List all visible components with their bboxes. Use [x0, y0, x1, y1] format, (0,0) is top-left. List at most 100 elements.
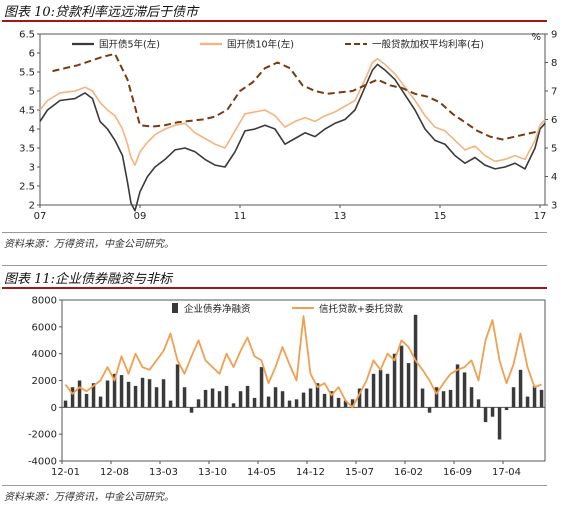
y-left-tick-label: 2.5	[19, 182, 35, 193]
chart11-bar	[336, 397, 341, 408]
chart11-bar	[315, 383, 320, 408]
chart11-bar	[126, 381, 131, 408]
chart11-bar	[63, 400, 68, 408]
x-tick-label: 12-08	[100, 467, 129, 478]
chart11-bar	[364, 388, 369, 408]
y-tick-label: -4000	[28, 457, 57, 468]
y-left-tick-label: 4.5	[19, 106, 35, 117]
x-tick-label: 17-04	[492, 467, 521, 478]
chart11-bar	[357, 388, 362, 408]
chart11-bar	[434, 387, 439, 408]
chart11-bar	[84, 393, 89, 408]
chart10-series-line-1	[39, 63, 546, 212]
chart11-legend-line-label: 信托贷款+委托贷款	[319, 303, 403, 315]
chart11-source-rule	[2, 485, 547, 486]
chart11-bar	[427, 407, 432, 413]
chart10-legend-label-2: 国开债10年(左)	[227, 39, 294, 51]
chart11-bar	[196, 399, 201, 408]
x-tick-label: 07	[34, 211, 47, 222]
y-right-tick-label: 4	[551, 172, 557, 183]
x-tick-label: 16-09	[443, 467, 472, 478]
y-left-tick-label: 6.5	[19, 30, 35, 41]
chart11-bar	[539, 389, 544, 408]
chart11-bar	[511, 387, 516, 408]
chart11-bar	[112, 373, 117, 408]
y-tick-label: -2000	[28, 430, 57, 441]
chart11-bar	[273, 387, 278, 408]
chart11-bar	[119, 375, 124, 408]
chart11-bar	[217, 391, 222, 408]
chart11-bar	[504, 407, 509, 410]
chart11-bar	[105, 380, 110, 408]
x-tick-label: 14-12	[296, 467, 325, 478]
chart11-legend-bar-label: 企业债券净融资	[184, 303, 251, 315]
chart11-bar	[420, 388, 425, 408]
chart11-bar	[301, 392, 306, 408]
chart11-bar	[210, 388, 215, 408]
chart11-bar	[329, 391, 334, 408]
x-tick-label: 15-07	[345, 467, 374, 478]
x-tick-label: 17	[534, 211, 547, 222]
x-tick-label: 16-02	[394, 467, 423, 478]
chart11-title-rule	[2, 287, 547, 289]
chart11-bar	[238, 391, 243, 408]
y-left-tick-label: 6	[29, 49, 35, 60]
y-right-tick-label: 3	[551, 201, 557, 212]
y-tick-label: 6000	[32, 322, 57, 333]
chart11-bar	[455, 364, 460, 408]
chart11-bar	[259, 367, 264, 408]
chart11-bar	[399, 345, 404, 408]
chart11-bar	[98, 396, 103, 408]
chart10-title: 图表 10:贷款利率远远滞后于债市	[4, 5, 199, 20]
x-tick-label: 15	[434, 211, 447, 222]
chart11-line-series	[64, 315, 542, 409]
x-tick-label: 09	[134, 211, 147, 222]
chart11-bar	[266, 396, 271, 408]
chart11-bar	[203, 389, 208, 408]
chart11-bar	[161, 379, 166, 408]
y-left-tick-label: 4	[29, 125, 35, 136]
chart11-bar	[462, 372, 467, 408]
x-tick-label: 13-10	[198, 467, 227, 478]
y-right-tick-label: 6	[551, 115, 557, 126]
chart10-source-rule	[2, 232, 547, 233]
chart10-series-line-3	[52, 52, 541, 141]
x-tick-label: 12-01	[51, 467, 80, 478]
chart11-bar	[469, 387, 474, 408]
chart11-bar	[322, 393, 327, 408]
chart10-source: 资料来源：万得资讯，中金公司研究。	[4, 239, 174, 250]
chart11-bar	[441, 391, 446, 408]
chart11-bar	[77, 380, 82, 408]
chart11-bar	[168, 400, 173, 408]
chart11-bar	[140, 377, 145, 408]
chart11-bar	[350, 399, 355, 408]
chart11-bar	[378, 369, 383, 408]
chart10-legend-label-1: 国开债5年(左)	[99, 39, 160, 51]
y-left-tick-label: 5	[29, 87, 35, 98]
chart10-series-line-2	[39, 57, 546, 166]
chart11-legend-bar-swatch	[172, 303, 178, 313]
chart11-top-rule	[2, 265, 547, 266]
chart10-frame	[39, 33, 546, 206]
y-right-tick-label: 7	[551, 87, 557, 98]
x-tick-label: 11	[234, 211, 247, 222]
chart10-title-rule	[2, 20, 547, 22]
chart11-bar	[518, 369, 523, 408]
chart11-bar	[525, 396, 530, 408]
chart11-bar	[308, 388, 313, 408]
chart11-bar	[91, 383, 96, 408]
chart11-bar	[182, 387, 187, 408]
chart11-bar	[406, 363, 411, 408]
chart11-bar	[532, 385, 537, 408]
chart11-bar	[448, 389, 453, 408]
chart11-bar	[245, 385, 250, 408]
y-right-tick-label: 9	[551, 30, 557, 41]
y-left-tick-label: 2	[29, 201, 35, 212]
chart11-bar	[371, 373, 376, 408]
chart11-bar	[175, 364, 180, 408]
chart11-bar	[490, 407, 495, 417]
chart11-bar	[497, 407, 502, 440]
chart11-bar	[252, 397, 257, 408]
y-right-tick-label: 5	[551, 144, 557, 155]
chart11-bar	[133, 385, 138, 408]
